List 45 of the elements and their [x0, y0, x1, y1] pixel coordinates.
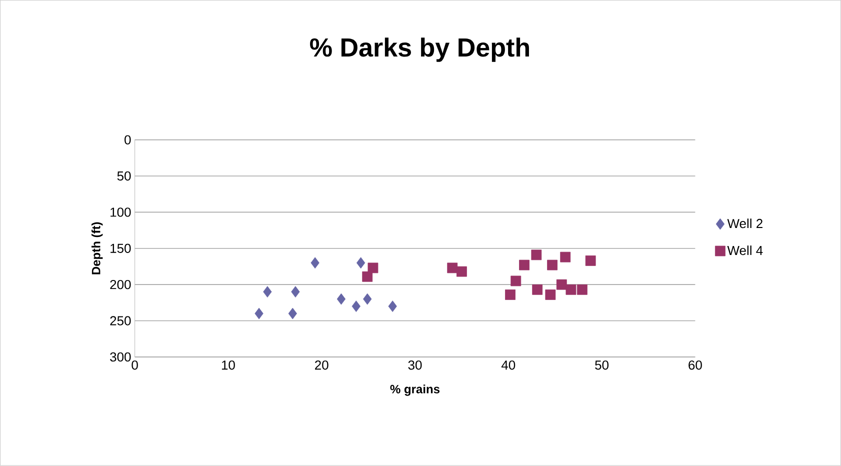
point: [288, 308, 297, 320]
chart-title: % Darks by Depth: [310, 38, 529, 62]
point: [447, 262, 458, 274]
point: [576, 284, 588, 295]
point: [531, 250, 542, 260]
point: [585, 256, 596, 266]
x-tick-label: 10: [222, 360, 235, 370]
x-tick-label: 50: [595, 360, 609, 370]
x-axis-title: % grains: [390, 384, 440, 396]
point: [352, 300, 360, 312]
x-tick-label: 20: [315, 360, 328, 370]
y-tick-label: 100: [110, 208, 131, 217]
point: [547, 260, 558, 270]
y-tick-label: 50: [117, 172, 131, 181]
x-tick-label: 40: [501, 360, 516, 370]
point: [254, 308, 264, 320]
point: [510, 276, 522, 286]
legend-label: Well 4: [727, 246, 763, 256]
point: [356, 257, 366, 269]
point: [310, 257, 320, 269]
x-tick-label: 0: [132, 360, 138, 370]
point: [368, 262, 378, 274]
point: [363, 293, 372, 305]
y-tick-label: 0: [124, 135, 131, 145]
x-tick-label: 60: [688, 360, 702, 370]
point: [291, 286, 300, 298]
point: [336, 293, 346, 305]
point: [263, 286, 272, 298]
y-tick-label: 200: [110, 280, 131, 290]
y-tick-label: 150: [110, 244, 131, 254]
point: [456, 266, 467, 277]
y-tick-label: 250: [110, 316, 131, 326]
point: [362, 272, 373, 282]
point: [519, 260, 530, 270]
point: [566, 284, 576, 295]
point: [545, 290, 556, 300]
y-axis-title: Depth (ft): [92, 222, 103, 274]
point: [556, 280, 567, 290]
point: [532, 284, 543, 295]
y-tick-label: 300: [110, 352, 131, 362]
x-tick-label: 30: [408, 360, 422, 370]
legend-label: Well 2: [727, 218, 762, 228]
point: [505, 290, 516, 300]
point: [560, 252, 571, 262]
point: [388, 300, 397, 312]
